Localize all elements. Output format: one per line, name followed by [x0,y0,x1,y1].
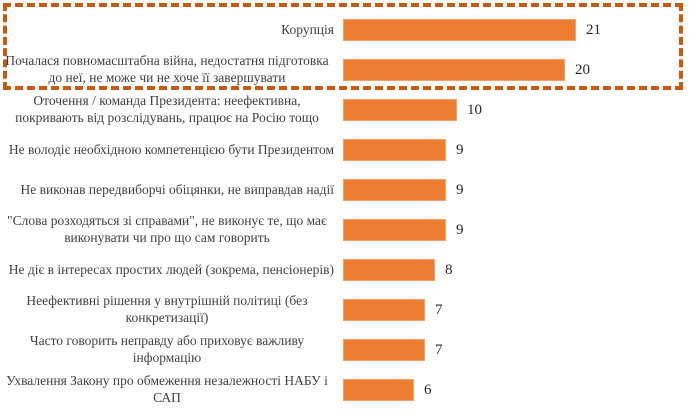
chart-row: Оточення / команда Президента: неефектив… [0,90,690,130]
category-label: Часто говорить неправду або приховує важ… [0,330,340,370]
value-label: 10 [467,101,482,118]
bar-track: 7 [340,290,690,330]
category-label: Не виконав передвиборчі обіцянки, не вип… [0,170,340,210]
bar-track: 8 [340,250,690,290]
category-label: Ухвалення Закону про обмеження незалежно… [0,370,340,410]
bar-track: 20 [340,50,690,90]
category-label: "Слова розходяться зі справами", не вико… [0,210,340,250]
value-label: 21 [586,21,601,38]
value-label: 9 [456,221,464,238]
category-label: Корупція [0,10,340,50]
category-label: Почалася повномасштабна війна, недостатн… [0,50,340,90]
bar-track: 6 [340,370,690,410]
category-label-text: Не діє в інтересах простих людей (зокрем… [8,261,334,277]
chart-row: Ухвалення Закону про обмеження незалежно… [0,370,690,410]
value-label: 8 [445,261,453,278]
chart-row: Почалася повномасштабна війна, недостатн… [0,50,690,90]
chart-row: Не діє в інтересах простих людей (зокрем… [0,250,690,290]
chart-row: Часто говорить неправду або приховує важ… [0,330,690,370]
bar-track: 9 [340,210,690,250]
bar-track: 9 [340,170,690,210]
chart-row: Неефективні рішення у внутрішній політиц… [0,290,690,330]
category-label-text: Неефективні рішення у внутрішній політиц… [26,293,308,325]
value-label: 9 [456,141,464,158]
chart-rows: Корупція 21 Почалася повномасштабна війна,… [0,10,690,410]
bar-track: 21 [340,10,690,50]
category-label: Не діє в інтересах простих людей (зокрем… [0,250,340,290]
category-label: Не володіє необхідною компетенцією бути … [0,130,340,170]
bar [343,299,425,321]
category-label-text: Часто говорить неправду або приховує важ… [29,333,305,365]
bar [343,339,425,361]
category-label-text: "Слова розходяться зі справами", не вико… [7,213,327,245]
value-label: 20 [575,61,590,78]
category-label-text: Почалася повномасштабна війна, недостатн… [5,53,329,85]
bar-track: 7 [340,330,690,370]
value-label: 9 [456,181,464,198]
bar [343,139,446,161]
category-label-text: Ухвалення Закону про обмеження незалежно… [6,373,328,405]
chart-row: Не виконав передвиборчі обіцянки, не вип… [0,170,690,210]
bar-track: 9 [340,130,690,170]
category-label: Оточення / команда Президента: неефектив… [0,90,340,130]
bar-track: 10 [340,90,690,130]
chart-row: Не володіє необхідною компетенцією бути … [0,130,690,170]
bar [343,99,457,121]
value-label: 7 [435,341,443,358]
bar [343,19,576,41]
bar [343,259,435,281]
category-label-text: Не виконав передвиборчі обіцянки, не вип… [20,181,334,197]
bar [343,59,565,81]
category-label: Неефективні рішення у внутрішній політиц… [0,290,340,330]
category-label-text: Не володіє необхідною компетенцією бути … [8,141,334,157]
value-label: 7 [435,301,443,318]
category-label-text: Оточення / команда Президента: неефектив… [15,93,319,125]
value-label: 6 [424,381,432,398]
bar [343,179,446,201]
bar [343,219,446,241]
chart-row: "Слова розходяться зі справами", не вико… [0,210,690,250]
bar [343,379,414,401]
category-label-text: Корупція [281,21,334,37]
chart-row: Корупція 21 [0,10,690,50]
